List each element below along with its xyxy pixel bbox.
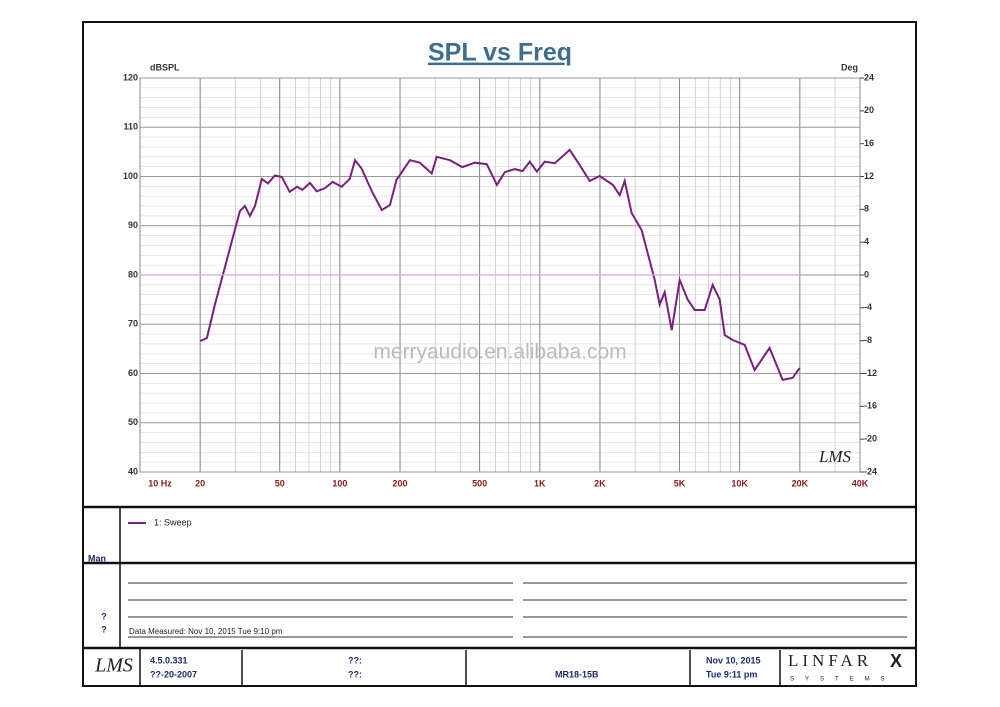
y-tick-label: 110: [123, 122, 138, 132]
y2-axis-label: Deg: [841, 62, 858, 72]
outer-frame: [82, 21, 917, 687]
field: ??:: [348, 669, 362, 679]
y-tick-label: 120: [123, 72, 138, 82]
y-tick-label: 80: [128, 269, 138, 279]
y2-tick-label: 20: [864, 105, 874, 115]
y2-tick-label: -24: [864, 466, 877, 476]
y2-tick-label: -8: [864, 335, 872, 345]
note-lines: [128, 582, 907, 638]
brand-mark: X: [890, 651, 902, 671]
y2-tick-label: -12: [864, 368, 877, 378]
x-tick-label: 1K: [534, 478, 546, 488]
side-label: Man: [88, 553, 106, 563]
y2-tick-label: -16: [864, 401, 877, 411]
y2-tick-label: -20: [864, 434, 877, 444]
brand: LINFAR: [788, 651, 872, 670]
y-tick-label: 100: [123, 171, 138, 181]
date: Nov 10, 2015: [706, 655, 761, 665]
version: 4.5.0.331: [150, 655, 188, 665]
model: MR18-15B: [555, 669, 599, 679]
x-tick-label: 500: [472, 478, 487, 488]
x-tick-label: 2K: [594, 478, 606, 488]
brand-sub: SYSTEMS: [790, 677, 896, 683]
y2-tick-label: 8: [864, 204, 869, 214]
measured-date: Data Measured: Nov 10, 2015 Tue 9:10 pm: [129, 627, 283, 636]
x-tick-label: 20K: [792, 478, 809, 488]
footer-logo: LMS: [94, 655, 133, 677]
y2-tick-label: 0: [864, 269, 869, 279]
y-tick-label: 60: [128, 368, 138, 378]
x-tick-label: 40K: [852, 478, 869, 488]
y2-tick-label: 4: [864, 237, 869, 247]
y2-tick-label: -4: [864, 302, 872, 312]
y-tick-label: 70: [128, 319, 138, 329]
time: Tue 9:11 pm: [706, 669, 757, 679]
note-mark: ?: [101, 624, 107, 634]
x-tick-label: 5K: [674, 478, 686, 488]
y-tick-label: 40: [128, 466, 138, 476]
footer-cells: [139, 648, 781, 686]
field: ??:: [348, 655, 362, 665]
y2-tick-label: 24: [864, 72, 874, 82]
legend-label: 1: Sweep: [154, 517, 192, 527]
x-tick-label: 200: [393, 478, 408, 488]
watermark: merryaudio.en.alibaba.com: [373, 341, 626, 364]
x-tick-label: 10K: [731, 478, 748, 488]
y2-tick-label: 16: [864, 138, 874, 148]
note-mark: ?: [101, 611, 107, 621]
y-tick-label: 50: [128, 417, 138, 427]
x-tick-label: 50: [275, 478, 285, 488]
x-tick-label: 20: [195, 478, 205, 488]
y2-tick-label: 12: [864, 171, 874, 181]
series-line: [199, 148, 801, 382]
x-tick-label: 100: [332, 478, 347, 488]
date-code: ??-20-2007: [150, 669, 197, 679]
signature: LMS: [818, 447, 852, 466]
y-axis-label: dBSPL: [150, 62, 180, 72]
chart-title: SPL vs Freq: [428, 39, 572, 67]
y-tick-label: 90: [128, 220, 138, 230]
x-tick-label: 10 Hz: [148, 478, 172, 488]
